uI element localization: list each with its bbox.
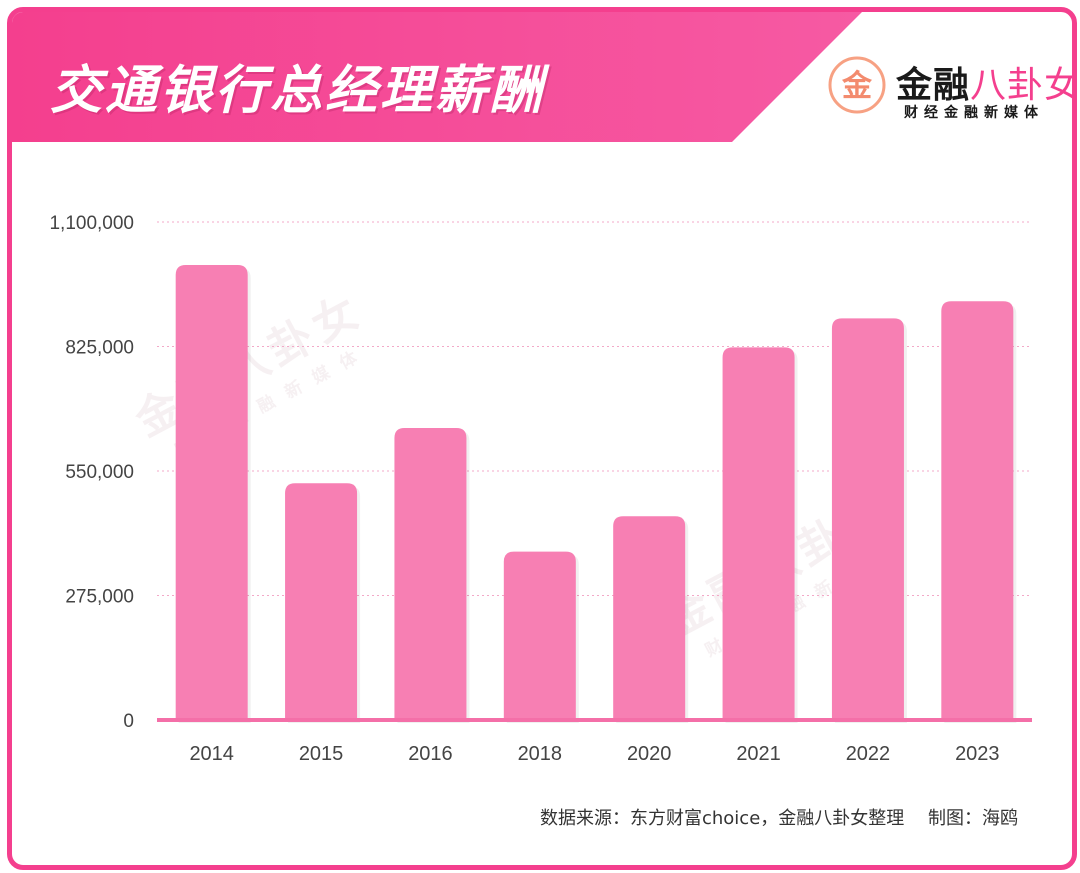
y-tick-label: 825,000 [65,338,134,359]
y-tick-label: 0 [123,711,134,732]
header-background [12,12,862,142]
bar-2020 [613,516,686,720]
x-tick-label: 2023 [955,743,1000,765]
bar-2014 [175,265,248,720]
brand-emblem-glyph: 金 [841,69,873,104]
x-tick-label: 2021 [736,743,781,765]
y-tick-label: 275,000 [65,587,134,608]
bar-2016 [394,427,467,720]
brand-tagline: 财经金融新媒体 [904,105,1044,121]
y-tick-label: 550,000 [65,462,134,483]
bar-2021 [722,347,795,720]
brand-name: 金融八卦女 [896,56,1072,108]
brand-name-part-b: 八卦女 [970,65,1072,106]
y-tick-label: 1,100,000 [49,213,134,234]
bar-2023 [941,301,1014,720]
brand-emblem-icon: 金 [828,56,886,114]
bar-2022 [831,318,904,720]
bar-2015 [285,483,358,720]
page-title: 交通银行总经理薪酬 [50,61,546,121]
x-tick-label: 2016 [408,743,453,765]
x-tick-label: 2018 [518,743,563,765]
bar-chart: 0 275,000 550,000 825,000 1,100,000 2014 2015 2… [49,213,1032,765]
data-source-note: 数据来源：东方财富choice，金融八卦女整理 制图：海鸥 [539,808,1018,829]
x-tick-label: 2020 [627,743,672,765]
x-tick-label: 2022 [846,743,891,765]
chart-card: 交通银行总经理薪酬 金 金融八卦女 财经金融新媒体 金融八卦女 财经金融新媒体 … [7,7,1077,870]
bar-2018 [503,551,576,720]
brand-name-part-a: 金融 [896,65,971,106]
brand-logo-block: 金 金融八卦女 财经金融新媒体 [826,54,1072,126]
x-tick-label: 2015 [299,743,344,765]
x-tick-label: 2014 [189,743,234,765]
header-band: 交通银行总经理薪酬 金 金融八卦女 财经金融新媒体 [12,12,1072,142]
